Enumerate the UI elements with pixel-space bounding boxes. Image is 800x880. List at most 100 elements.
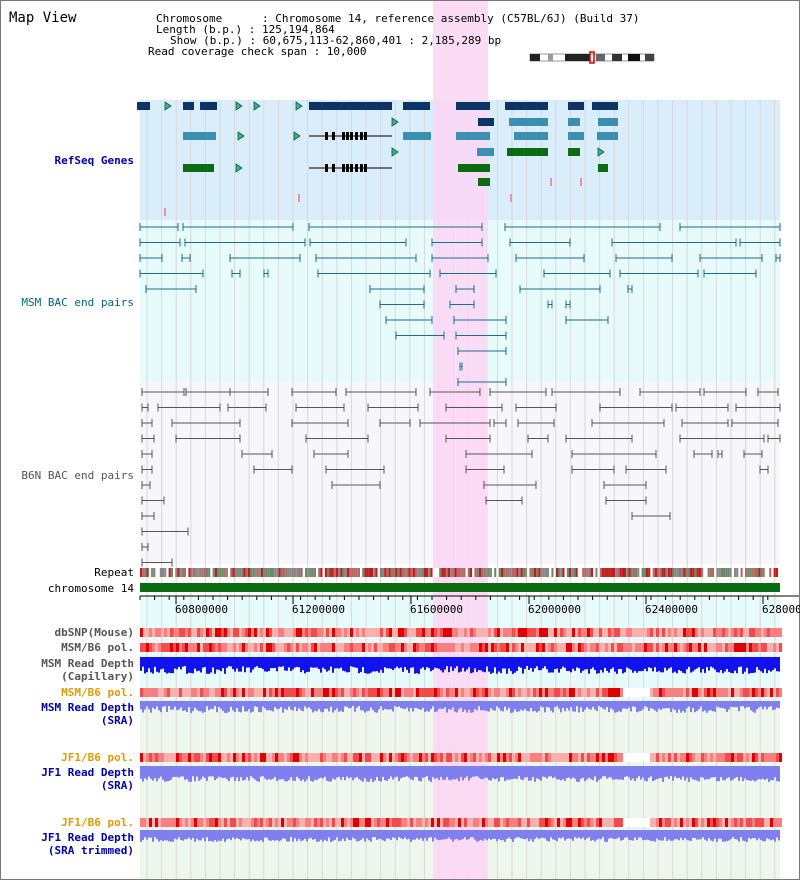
repeat-block	[214, 568, 217, 577]
repeat-block	[639, 568, 642, 577]
msm-pol-cell	[446, 688, 449, 697]
jf1-pol-cell	[509, 818, 512, 827]
msm-sra-depth-bar	[224, 701, 226, 713]
jf1-depth-bar	[140, 766, 142, 779]
repeat-block	[142, 568, 145, 577]
jf1-depth-bar	[344, 766, 346, 781]
track-label-msm-b6-pol-2[interactable]: MSM/B6 pol.	[61, 686, 134, 699]
dbsnp-cell	[635, 628, 638, 637]
track-label-jf1-b6-pol-2[interactable]: JF1/B6 pol.	[61, 816, 134, 829]
msm-pol-cell	[146, 643, 149, 652]
msm-depth-bar	[688, 657, 690, 667]
msm-depth-bar	[376, 657, 378, 672]
repeat-block	[151, 568, 154, 577]
msm-sra-depth-bar	[592, 701, 594, 707]
msm-sra-depth-bar	[542, 701, 544, 708]
msm-sra-depth-bar	[422, 701, 424, 708]
msm-depth-bar	[678, 657, 680, 670]
msm-sra-depth-bar	[672, 701, 674, 709]
msm-sra-depth-bar	[360, 701, 362, 711]
msm-sra-depth-bar	[690, 701, 692, 713]
jf1-pol-cell	[674, 753, 677, 762]
msm-pol-cell	[650, 688, 653, 697]
msm-sra-depth-bar	[180, 701, 182, 708]
msm-depth-bar	[734, 657, 736, 671]
track-label-b6n-bac[interactable]: B6N BAC end pairs	[21, 469, 134, 482]
jf1-pol-cell	[326, 818, 329, 827]
jf1-trim-depth-bar	[548, 830, 550, 842]
track-label-jf1-depth-sra[interactable]: JF1 Read Depth	[41, 766, 134, 779]
jf1-depth-bar	[548, 766, 550, 777]
jf1-trim-depth-bar	[738, 830, 740, 842]
jf1-pol-cell	[674, 818, 677, 827]
jf1-trim-depth-bar	[684, 830, 686, 839]
repeat-block	[767, 568, 770, 577]
repeat-block	[399, 568, 402, 577]
dbsnp-cell	[362, 628, 365, 637]
msm-sra-depth-bar	[386, 701, 388, 710]
jf1-pol-cell	[746, 753, 749, 762]
repeat-block	[421, 568, 424, 577]
msm-pol-cell	[668, 688, 671, 697]
msm-pol-cell	[650, 643, 653, 652]
msm-pol-cell	[338, 643, 341, 652]
jf1-trim-depth-bar	[562, 830, 564, 838]
msm-depth-bar	[486, 657, 488, 667]
track-label-refseq[interactable]: RefSeq Genes	[54, 154, 134, 167]
repeat-block	[313, 568, 316, 577]
dbsnp-cell	[197, 628, 200, 637]
jf1-depth-bar	[530, 766, 532, 781]
msm-sra-depth-bar	[336, 701, 338, 709]
jf1-trim-depth-bar	[652, 830, 654, 841]
track-label-msm-bac[interactable]: MSM BAC end pairs	[21, 296, 134, 309]
msm-depth-bar	[264, 657, 266, 672]
msm-sra-depth-bar	[770, 701, 772, 707]
dbsnp-cell	[503, 628, 506, 637]
jf1-pol-cell	[446, 753, 449, 762]
msm-sra-depth-bar	[188, 701, 190, 708]
msm-depth-bar	[586, 657, 588, 670]
track-label-dbsnp[interactable]: dbSNP(Mouse)	[54, 626, 134, 639]
msm-depth-bar	[260, 657, 262, 668]
jf1-trim-depth-bar	[396, 830, 398, 841]
jf1-trim-depth-bar	[736, 830, 738, 840]
jf1-pol-cell	[620, 753, 623, 762]
track-label-jf1-depth-trim[interactable]: JF1 Read Depth	[41, 831, 134, 844]
jf1-depth-bar	[586, 766, 588, 780]
jf1-pol-cell	[554, 753, 557, 762]
repeat-block	[164, 568, 167, 577]
msm-depth-bar	[736, 657, 738, 674]
msm-pol-cell	[578, 688, 581, 697]
jf1-depth-bar	[752, 766, 754, 781]
jf1-trim-depth-bar	[416, 830, 418, 838]
jf1-pol-cell	[371, 818, 374, 827]
track-label-msm-b6-pol-1[interactable]: MSM/B6 pol.	[61, 641, 134, 654]
dbsnp-cell	[575, 628, 578, 637]
jf1-depth-bar	[440, 766, 442, 777]
msm-sra-depth-bar	[244, 701, 246, 712]
msm-sra-depth-bar	[436, 701, 438, 712]
msm-pol-cell	[572, 643, 575, 652]
track-label-msm-depth-sra[interactable]: MSM Read Depth	[41, 701, 134, 714]
jf1-pol-cell	[167, 753, 170, 762]
dbsnp-cell	[770, 628, 773, 637]
jf1-trim-depth-bar	[666, 830, 668, 841]
msm-pol-cell	[359, 643, 362, 652]
msm-depth-bar	[710, 657, 712, 667]
msm-depth-bar	[346, 657, 348, 673]
msm-pol-cell	[581, 688, 584, 697]
repeat-block	[551, 568, 554, 577]
msm-sra-depth-bar	[574, 701, 576, 712]
jf1-trim-depth-bar	[222, 830, 224, 839]
repeat-block	[184, 568, 187, 577]
repeat-block	[764, 568, 767, 577]
jf1-depth-bar	[772, 766, 774, 781]
track-label-jf1-b6-pol-1[interactable]: JF1/B6 pol.	[61, 751, 134, 764]
msm-pol-cell	[224, 688, 227, 697]
repeat-block	[498, 568, 501, 577]
jf1-pol-cell	[497, 753, 500, 762]
track-label-msm-depth-cap[interactable]: MSM Read Depth	[41, 657, 134, 670]
msm-depth-bar	[208, 657, 210, 674]
repeat-block	[265, 568, 268, 577]
msm-sra-depth-bar	[172, 701, 174, 710]
